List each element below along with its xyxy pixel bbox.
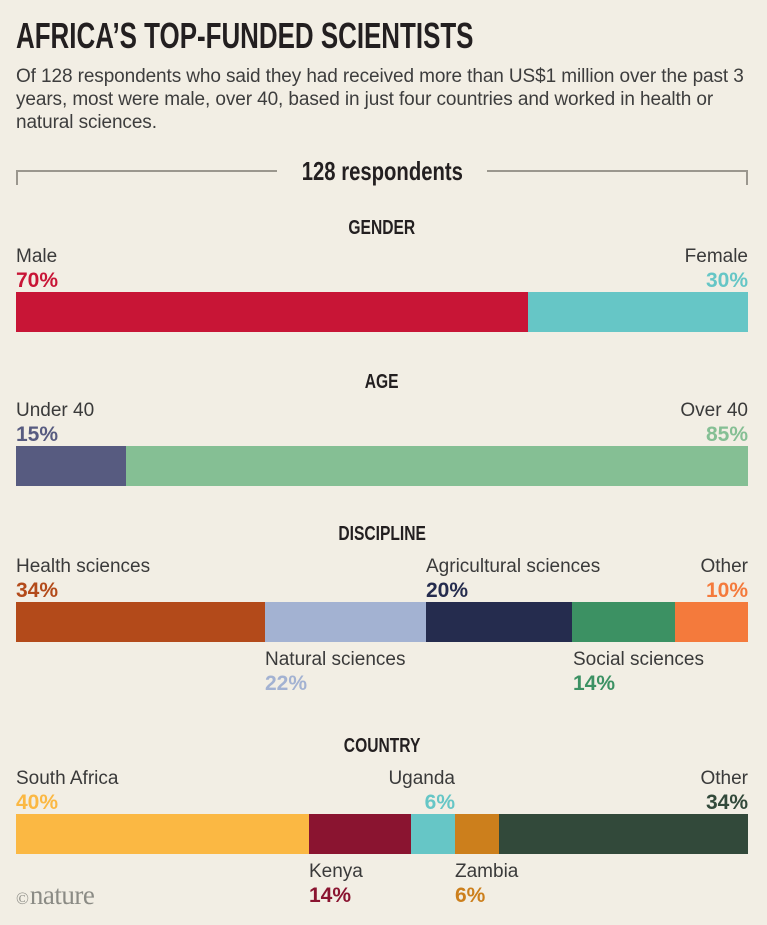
label-natural-sciences: Natural sciences 22% xyxy=(265,648,405,695)
bar-segment-south-africa xyxy=(16,814,309,855)
bar-segment-discipline-other xyxy=(674,602,748,643)
label-country-other-value: 34% xyxy=(705,791,748,815)
label-discipline-other-value: 10% xyxy=(705,579,748,603)
bracket-line-right xyxy=(487,170,749,173)
label-zambia: Zambia 6% xyxy=(455,860,518,907)
nature-wordmark: nature xyxy=(29,880,95,910)
bracket-tick-left xyxy=(16,170,18,186)
bar-country xyxy=(16,814,748,855)
bracket-tick-right xyxy=(746,170,748,186)
label-over-40: Over 40 85% xyxy=(680,399,748,446)
bar-segment-social-sciences xyxy=(572,602,675,643)
label-social-sciences-name: Social sciences xyxy=(573,649,704,671)
label-under-40-value: 15% xyxy=(16,423,59,447)
gender-labels-row: Male 70% Female 30% xyxy=(16,245,748,292)
section-discipline: DISCIPLINE Health sciences 34% Agricultu… xyxy=(16,522,748,698)
label-social-sciences: Social sciences 14% xyxy=(573,648,704,695)
label-uganda-value: 6% xyxy=(424,791,455,815)
label-male-name: Male xyxy=(16,246,58,268)
bar-segment-country-other xyxy=(499,814,748,855)
bar-segment-natural-sciences xyxy=(264,602,426,643)
label-health-sciences-value: 34% xyxy=(16,579,59,603)
label-natural-sciences-value: 22% xyxy=(265,672,308,696)
bracket-row: 128 respondents xyxy=(16,155,749,186)
bar-segment-agricultural-sciences xyxy=(425,602,573,643)
bar-segment-health-sciences xyxy=(16,602,265,643)
section-age: AGE Under 40 15% Over 40 85% xyxy=(16,370,748,487)
bar-segment-zambia xyxy=(455,814,500,855)
bar-gender xyxy=(16,292,748,333)
bar-segment-over-40 xyxy=(125,446,748,487)
bracket-line-left xyxy=(16,170,277,173)
label-kenya-value: 14% xyxy=(309,884,352,908)
section-title-country: COUNTRY xyxy=(343,735,421,758)
copyright-symbol: © xyxy=(16,889,29,908)
discipline-labels-below: Natural sciences 22% Social sciences 14% xyxy=(16,648,748,698)
country-labels-below: Kenya 14% Zambia 6% xyxy=(16,860,748,910)
section-title-gender: GENDER xyxy=(348,217,416,240)
label-country-other-name: Other xyxy=(700,768,748,790)
label-health-sciences: Health sciences 34% xyxy=(16,555,150,602)
label-female: Female 30% xyxy=(685,245,748,292)
bar-segment-under-40 xyxy=(16,446,126,487)
bar-segment-female xyxy=(528,292,748,333)
respondents-bracket: 128 respondents xyxy=(16,155,749,186)
page-title: AFRICA’S TOP-FUNDED SCIENTISTS xyxy=(16,15,474,56)
section-title-discipline: DISCIPLINE xyxy=(338,523,426,546)
nature-logo: © nature xyxy=(16,880,95,910)
bar-segment-kenya xyxy=(308,814,412,855)
label-discipline-other: Other 10% xyxy=(700,555,748,602)
bar-discipline xyxy=(16,602,748,643)
label-female-value: 30% xyxy=(705,269,748,293)
label-over-40-name: Over 40 xyxy=(680,400,748,422)
page-subtitle: Of 128 respondents who said they had rec… xyxy=(16,65,744,133)
respondents-count-label: 128 respondents xyxy=(301,155,463,186)
label-male: Male 70% xyxy=(16,245,58,292)
label-zambia-name: Zambia xyxy=(455,861,519,883)
label-kenya-name: Kenya xyxy=(309,861,363,883)
label-under-40: Under 40 15% xyxy=(16,399,94,446)
country-labels-above: Uganda 6% South Africa 40% Other 34% xyxy=(16,767,748,814)
label-uganda-name: Uganda xyxy=(388,768,455,790)
label-social-sciences-value: 14% xyxy=(573,672,616,696)
label-south-africa: South Africa 40% xyxy=(16,767,118,814)
bar-segment-uganda xyxy=(411,814,456,855)
bar-age xyxy=(16,446,748,487)
label-agricultural-sciences: Agricultural sciences 20% xyxy=(426,555,600,602)
label-zambia-value: 6% xyxy=(455,884,486,908)
label-south-africa-value: 40% xyxy=(16,791,59,815)
section-title-age: AGE xyxy=(365,371,399,394)
label-south-africa-name: South Africa xyxy=(16,768,119,790)
age-labels-row: Under 40 15% Over 40 85% xyxy=(16,399,748,446)
section-country: COUNTRY Uganda 6% South Africa 40% Other… xyxy=(16,734,748,910)
label-discipline-other-name: Other xyxy=(700,556,748,578)
label-country-other: Other 34% xyxy=(700,767,748,814)
discipline-labels-above: Health sciences 34% Agricultural science… xyxy=(16,555,748,602)
label-kenya: Kenya 14% xyxy=(309,860,363,907)
label-health-sciences-name: Health sciences xyxy=(16,556,151,578)
section-gender: GENDER Male 70% Female 30% xyxy=(16,216,748,333)
label-agricultural-sciences-value: 20% xyxy=(426,579,469,603)
label-under-40-name: Under 40 xyxy=(16,400,95,422)
label-natural-sciences-name: Natural sciences xyxy=(265,649,406,671)
bar-segment-male xyxy=(16,292,529,333)
label-uganda: Uganda 6% xyxy=(16,767,455,814)
label-over-40-value: 85% xyxy=(705,423,748,447)
label-agricultural-sciences-name: Agricultural sciences xyxy=(426,556,601,578)
label-male-value: 70% xyxy=(16,269,59,293)
label-female-name: Female xyxy=(684,246,748,268)
